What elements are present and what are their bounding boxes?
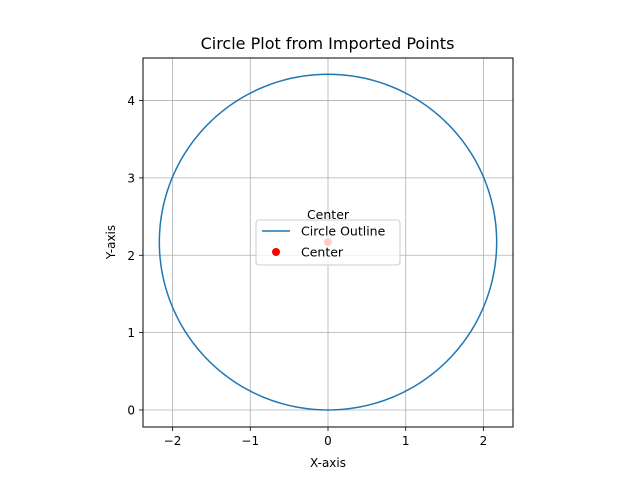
center-annotation: Center — [307, 207, 350, 222]
y-tick-label: 1 — [127, 326, 135, 340]
y-tick-label: 3 — [127, 171, 135, 185]
circle-outline-line — [158, 73, 498, 411]
legend: Circle Outline Center — [255, 219, 401, 266]
x-axis-ticks: −2 −1 0 1 2 — [164, 427, 488, 448]
x-tick-label: 0 — [324, 434, 332, 448]
legend-point-swatch — [272, 248, 280, 256]
y-tick-label: 0 — [127, 403, 135, 417]
x-tick-label: −2 — [164, 434, 182, 448]
legend-label-center: Center — [301, 245, 344, 260]
x-axis-label: X-axis — [310, 456, 346, 470]
legend-label-circle-outline: Circle Outline — [301, 224, 386, 239]
x-tick-label: 2 — [480, 434, 488, 448]
legend-box — [255, 219, 401, 266]
annotations: Center — [307, 207, 350, 222]
y-tick-label: 4 — [127, 94, 135, 108]
chart-title: Circle Plot from Imported Points — [201, 34, 455, 53]
x-tick-label: −1 — [241, 434, 259, 448]
y-axis-label: Y-axis — [104, 225, 118, 260]
x-tick-label: 1 — [402, 434, 410, 448]
y-tick-label: 2 — [127, 249, 135, 263]
y-axis-ticks: 0 1 2 3 4 — [127, 94, 143, 417]
